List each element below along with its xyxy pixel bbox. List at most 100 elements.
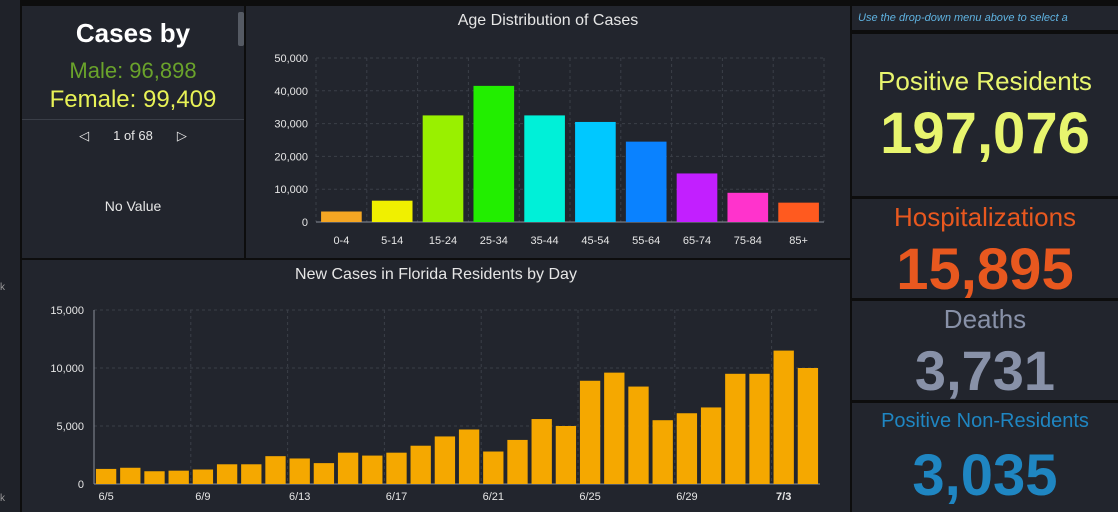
y-tick-label: 20,000	[274, 151, 308, 163]
y-tick-label: 0	[302, 217, 308, 229]
prev-arrow-icon[interactable]: ◁	[79, 128, 90, 143]
x-tick-label: 6/9	[195, 491, 210, 503]
daily-chart: 0 5,000 10,000 15,000 6/5 6/9 6/13 6/17 6/21 6/25…	[50, 305, 820, 503]
x-tick-label: 65-74	[683, 235, 711, 247]
x-tick-label: 6/17	[386, 491, 407, 503]
y-tick-label: 40,000	[274, 86, 308, 98]
x-tick-label: 15-24	[429, 235, 457, 247]
divider	[852, 298, 1118, 301]
stats-column: Use the drop-down menu above to select a…	[852, 6, 1118, 512]
bar	[410, 445, 431, 484]
bar	[531, 419, 552, 484]
bar	[700, 407, 722, 484]
age-chart-title: Age Distribution of Cases	[457, 12, 639, 29]
pager: ◁ 1 of 68 ▷	[22, 128, 244, 144]
bar	[778, 202, 819, 222]
x-tick-label: 85+	[789, 235, 808, 247]
left-edge-mark: k	[0, 282, 5, 293]
pager-label: 1 of 68	[113, 128, 153, 143]
bar	[289, 458, 310, 484]
x-tick-label: 35-44	[531, 235, 559, 247]
bar	[422, 115, 464, 222]
bar	[168, 470, 189, 484]
bar	[216, 464, 238, 484]
no-value-text: No Value	[104, 198, 162, 214]
y-tick-label: 50,000	[274, 53, 308, 65]
y-tick-label: 15,000	[50, 305, 84, 317]
cases-by-title: Cases by	[75, 18, 191, 48]
bar	[483, 451, 504, 484]
deaths-value: 3,731	[914, 339, 1056, 402]
divider	[852, 196, 1118, 199]
bar	[386, 452, 407, 484]
bar	[473, 85, 515, 222]
male-count: Male: 96,898	[69, 58, 197, 83]
bar	[120, 467, 141, 484]
bar	[725, 373, 746, 484]
bar	[265, 456, 286, 484]
bar	[144, 471, 165, 484]
bar	[555, 426, 577, 484]
next-arrow-icon[interactable]: ▷	[176, 128, 187, 143]
y-tick-label: 30,000	[274, 119, 308, 131]
non-residents-label: Positive Non-Residents	[881, 410, 1089, 432]
y-tick-label: 10,000	[50, 363, 84, 375]
bar	[371, 200, 413, 222]
bar	[625, 141, 667, 222]
x-tick-label: 0-4	[333, 235, 349, 247]
x-tick-label: 5-14	[381, 235, 403, 247]
bar	[676, 413, 698, 484]
bar	[507, 439, 528, 484]
x-tick-label: 6/29	[676, 491, 697, 503]
x-tick-label: 45-54	[581, 235, 609, 247]
bar	[727, 192, 769, 222]
divider	[852, 400, 1118, 403]
x-tick-label: 75-84	[734, 235, 762, 247]
bar	[362, 455, 383, 484]
positive-residents-value: 197,076	[880, 101, 1090, 166]
y-tick-label: 5,000	[56, 421, 84, 433]
scrollbar-thumb[interactable]	[238, 12, 244, 46]
x-tick-label: 25-34	[480, 235, 508, 247]
left-strip: k k	[0, 0, 20, 512]
bar	[628, 386, 649, 484]
cases-by-panel: Cases by Male: 96,898 Female: 99,409 ◁ 1 …	[22, 6, 244, 258]
age-chart-panel: Age Distribution of Cases 0 10,000 20,000 3…	[246, 6, 850, 258]
dropdown-hint: Use the drop-down menu above to select a	[858, 12, 1068, 24]
hospitalizations-value: 15,895	[896, 237, 1074, 302]
bar	[321, 211, 362, 222]
divider	[852, 30, 1118, 34]
x-tick-label: 6/25	[579, 491, 600, 503]
age-chart: 0 10,000 20,000 30,000 40,000 50,000 0-4 5-14 15…	[274, 53, 825, 247]
left-edge-mark: k	[0, 493, 5, 504]
bar	[773, 350, 794, 484]
daily-chart-title: New Cases in Florida Residents by Day	[295, 266, 577, 283]
hospitalizations-label: Hospitalizations	[893, 202, 1077, 232]
bar	[192, 469, 214, 484]
bar	[749, 373, 770, 484]
daily-chart-panel: New Cases in Florida Residents by Day 0 5…	[22, 260, 850, 512]
deaths-label: Deaths	[943, 304, 1027, 334]
x-tick-label: 6/13	[289, 491, 310, 503]
bar	[579, 380, 601, 484]
non-residents-value: 3,035	[912, 443, 1058, 508]
divider	[22, 119, 244, 120]
bar	[458, 429, 480, 484]
bar	[524, 115, 565, 222]
bar	[95, 468, 117, 484]
y-tick-label: 0	[78, 479, 84, 491]
bar	[797, 368, 819, 484]
x-tick-label: 7/3	[776, 491, 791, 503]
x-tick-label: 6/21	[483, 491, 504, 503]
female-count: Female: 99,409	[49, 86, 217, 113]
bar	[652, 420, 673, 484]
bar	[241, 464, 262, 484]
positive-residents-label: Positive Residents	[878, 66, 1092, 96]
bar	[575, 121, 616, 222]
bar	[337, 452, 359, 484]
y-tick-label: 10,000	[274, 184, 308, 196]
bar	[434, 436, 456, 484]
x-tick-label: 55-64	[632, 235, 660, 247]
bar	[676, 173, 718, 222]
bar	[313, 463, 335, 484]
